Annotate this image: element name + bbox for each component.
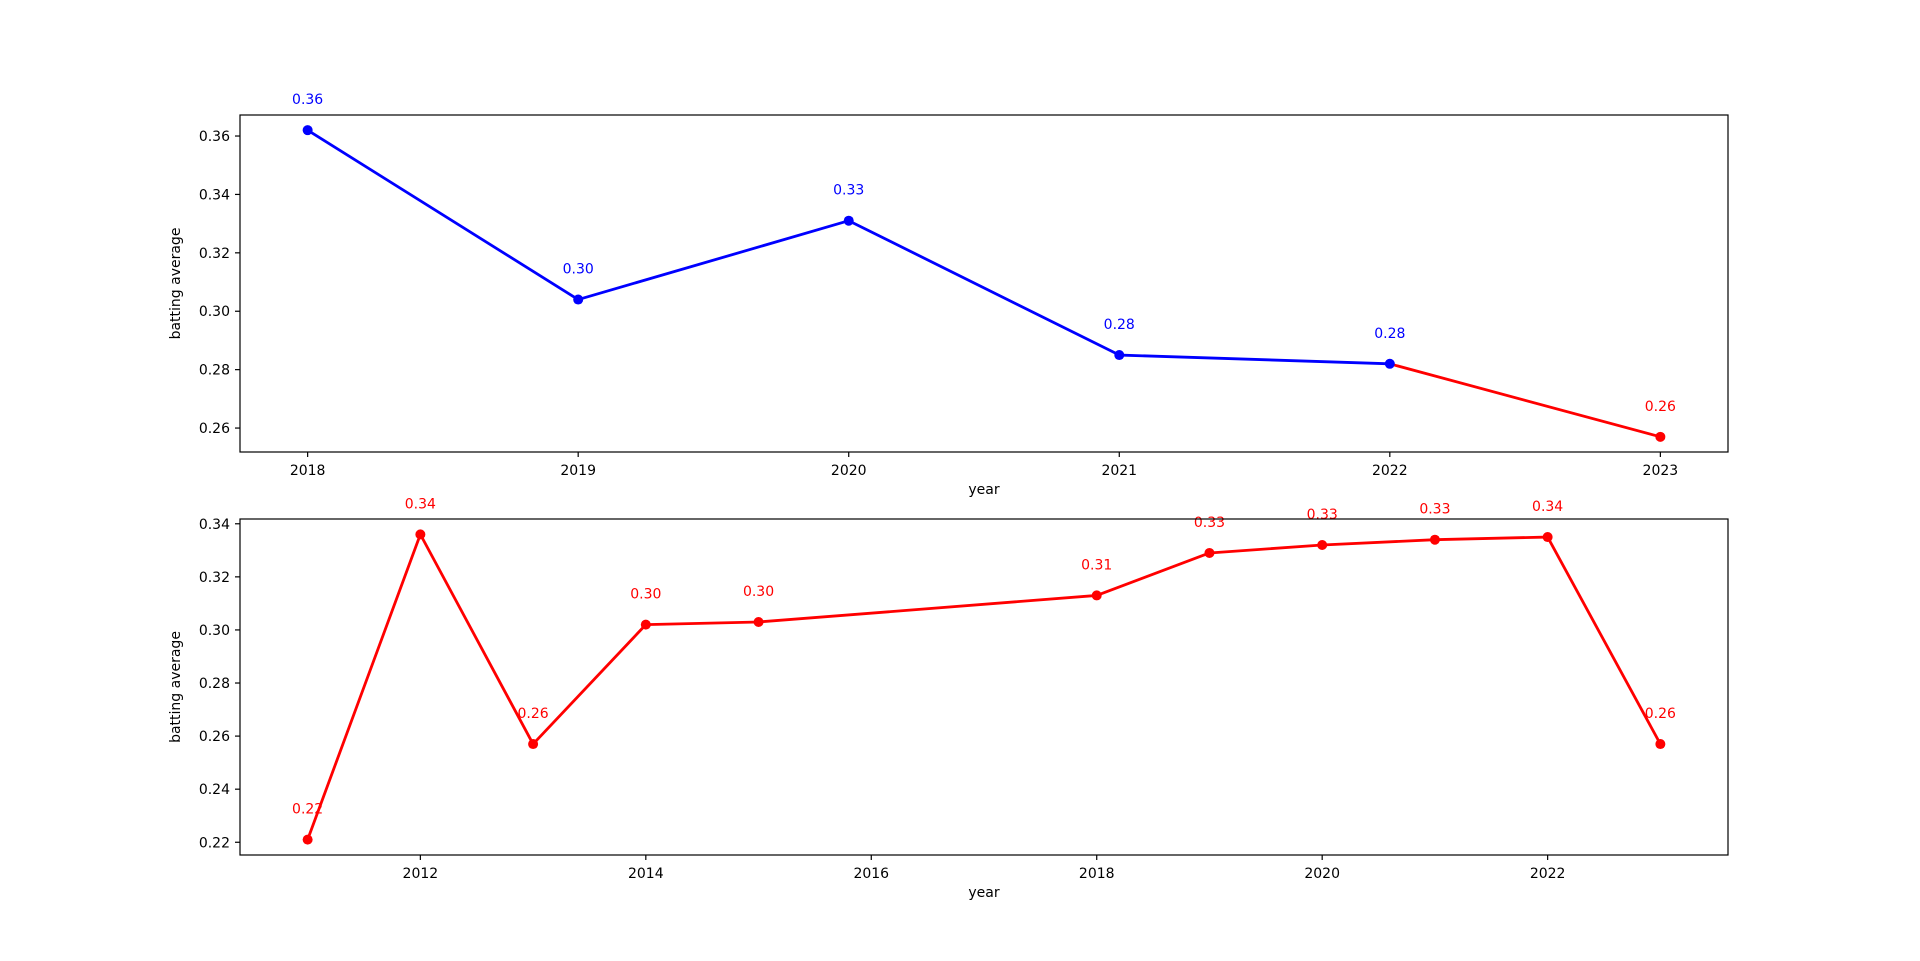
x-tick-label: 2018 (290, 463, 326, 479)
point-value-label: 0.28 (1104, 317, 1135, 333)
x-tick-label: 2022 (1530, 866, 1566, 882)
point-value-label: 0.28 (1374, 326, 1405, 342)
series-line-career-red-series (306, 532, 1662, 842)
point-value-label: 0.26 (1645, 706, 1676, 722)
data-point (1655, 431, 1666, 442)
x-tick-label: 2023 (1643, 463, 1679, 479)
point-value-label: 0.36 (292, 92, 323, 108)
y-axis-label: batting average (168, 228, 184, 340)
y-tick-label: 0.34 (199, 187, 230, 203)
axes-frame (239, 518, 1729, 856)
point-value-label: 0.22 (292, 802, 323, 818)
data-point (1384, 358, 1395, 369)
point-value-label: 0.33 (1307, 507, 1338, 523)
data-point (640, 619, 651, 630)
point-value-label: 0.26 (518, 706, 549, 722)
x-tick-label: 2021 (1101, 463, 1137, 479)
y-tick-label: 0.24 (199, 782, 230, 798)
x-axis-label: year (968, 885, 999, 901)
data-point (302, 834, 313, 845)
subplot-bottom: 2012 2014 2016 2018 2020 2022 0.22 0.24 0.26 0.28… (168, 496, 1729, 901)
data-point (528, 739, 539, 750)
x-tick-label: 2020 (831, 463, 867, 479)
data-point (573, 294, 584, 305)
point-value-label: 0.31 (1081, 557, 1112, 573)
x-tick-label: 2014 (628, 866, 664, 882)
series-line-recent-red-segment (1388, 362, 1662, 439)
point-value-label: 0.30 (563, 262, 594, 278)
x-tick-label: 2012 (403, 866, 439, 882)
data-point (1091, 590, 1102, 601)
y-tick-label: 0.32 (199, 246, 230, 262)
data-point (415, 529, 426, 540)
series-line-main-blue-series (306, 128, 1392, 366)
point-value-label: 0.34 (405, 496, 436, 512)
data-point (1204, 547, 1215, 558)
data-point (1429, 534, 1440, 545)
x-tick-label: 2019 (560, 463, 596, 479)
x-tick-label: 2022 (1372, 463, 1408, 479)
y-tick-label: 0.28 (199, 676, 230, 692)
y-tick-label: 0.26 (199, 421, 230, 437)
point-value-label: 0.30 (630, 587, 661, 603)
y-tick-label: 0.34 (199, 517, 230, 533)
point-value-label: 0.33 (1419, 502, 1450, 518)
x-tick-label: 2016 (853, 866, 889, 882)
y-tick-label: 0.22 (199, 835, 230, 851)
point-value-label: 0.26 (1645, 399, 1676, 415)
x-axis-label: year (968, 482, 999, 498)
data-point (1317, 540, 1328, 551)
x-tick-label: 2020 (1304, 866, 1340, 882)
data-point (843, 215, 854, 226)
subplot-top: 2018 2019 2020 2021 2022 2023 0.26 0.28 0.30 0.32… (168, 92, 1729, 498)
point-value-label: 0.34 (1532, 499, 1563, 515)
data-point (302, 125, 313, 136)
y-tick-label: 0.30 (199, 304, 230, 320)
data-point (1114, 350, 1125, 361)
y-tick-label: 0.28 (199, 363, 230, 379)
point-value-label: 0.33 (1194, 515, 1225, 531)
data-point (1542, 532, 1553, 543)
y-tick-label: 0.30 (199, 623, 230, 639)
y-axis-label: batting average (168, 631, 184, 743)
y-tick-label: 0.26 (199, 729, 230, 745)
point-value-label: 0.33 (833, 183, 864, 199)
point-value-label: 0.30 (743, 584, 774, 600)
x-tick-label: 2018 (1079, 866, 1115, 882)
data-point (753, 616, 764, 627)
y-tick-label: 0.32 (199, 570, 230, 586)
axes-frame (239, 114, 1729, 453)
y-tick-label: 0.36 (199, 129, 230, 145)
data-point (1655, 739, 1666, 750)
